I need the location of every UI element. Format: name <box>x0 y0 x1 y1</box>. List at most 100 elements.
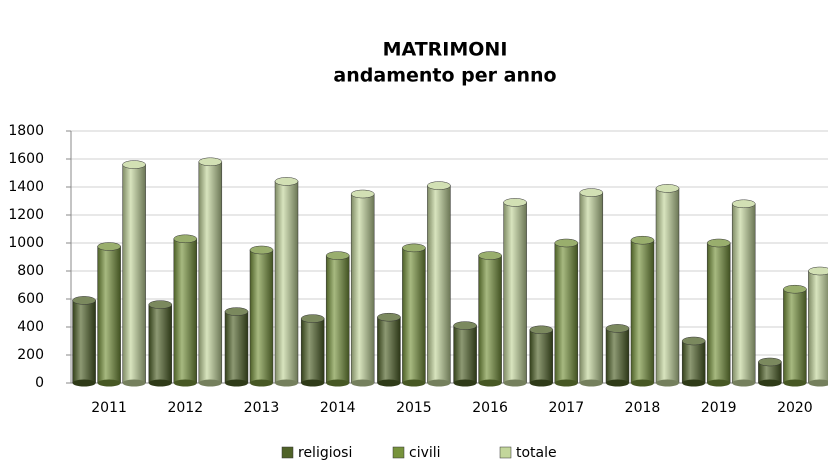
bar <box>249 249 274 384</box>
bar-base <box>529 379 553 387</box>
bar-base <box>198 379 222 387</box>
bar-base <box>707 379 731 387</box>
bar-cap <box>148 300 173 309</box>
bar <box>350 193 375 384</box>
x-tick-label: 2013 <box>244 400 280 416</box>
bar-cap <box>224 307 249 316</box>
bar <box>554 242 579 384</box>
bar <box>325 255 350 384</box>
bar-cap <box>198 157 223 167</box>
bar-cap <box>503 198 527 207</box>
bar-base <box>326 379 350 387</box>
bar-cap <box>706 238 731 248</box>
bar-base <box>554 379 578 387</box>
bar-cap <box>97 242 121 251</box>
x-tick-label: 2014 <box>320 400 356 416</box>
bar-base <box>250 379 273 387</box>
bar-cap <box>681 336 706 346</box>
bar-base <box>122 379 146 387</box>
bar-base <box>478 379 502 387</box>
bar <box>731 203 756 384</box>
y-tick-label: 1000 <box>8 235 44 251</box>
bar <box>377 316 401 384</box>
y-tick-label: 400 <box>17 319 44 335</box>
bar-cap <box>325 251 350 260</box>
bar <box>605 328 630 384</box>
y-tick-label: 800 <box>17 263 44 279</box>
bar <box>97 246 121 384</box>
bar-cap <box>579 188 604 197</box>
bar <box>655 188 680 384</box>
bar-cap <box>655 184 680 193</box>
y-tick-label: 0 <box>35 375 44 391</box>
bar <box>173 238 198 384</box>
bar <box>529 329 554 384</box>
bar-base <box>579 379 603 387</box>
bar-cap <box>554 238 579 248</box>
bar-base <box>351 379 375 387</box>
bar-cap <box>350 189 375 199</box>
legend-label: totale <box>516 445 557 461</box>
bar <box>808 270 828 384</box>
legend-swatch <box>281 446 294 459</box>
x-tick-label: 2016 <box>472 400 508 416</box>
bar-cap <box>377 312 401 322</box>
bar-cap <box>731 199 756 209</box>
bar-base <box>453 379 477 387</box>
chart-subtitle: andamento per anno <box>333 65 556 87</box>
bar <box>402 247 426 384</box>
bar <box>478 255 502 384</box>
y-tick-label: 200 <box>17 347 44 363</box>
bar <box>453 325 477 384</box>
bar-base <box>97 379 121 387</box>
bar-base <box>148 379 172 387</box>
bar-cap <box>453 321 477 330</box>
bar-cap <box>72 296 96 305</box>
chart-title: MATRIMONI <box>383 39 508 61</box>
bar <box>706 242 731 384</box>
bar-base <box>427 379 451 387</box>
bar-base <box>275 379 298 387</box>
bar-base <box>682 379 706 387</box>
legend-label: civili <box>409 445 441 461</box>
bar-base <box>758 379 782 387</box>
bar-cap <box>478 251 502 260</box>
bar-base <box>503 379 527 387</box>
bar <box>681 340 706 384</box>
bar-cap <box>808 266 828 276</box>
x-tick-label: 2017 <box>548 400 584 416</box>
y-tick-label: 1400 <box>8 179 44 195</box>
bar <box>72 300 96 384</box>
bar-cap <box>300 314 325 323</box>
x-tick-label: 2020 <box>777 400 813 416</box>
bar <box>783 288 807 384</box>
x-tick-label: 2012 <box>167 400 203 416</box>
bar-cap <box>529 325 554 335</box>
bar <box>630 239 655 384</box>
bar <box>503 202 527 384</box>
legend-label: religiosi <box>298 445 352 461</box>
bar-base <box>402 379 426 387</box>
y-tick-label: 1800 <box>8 123 44 139</box>
y-tick-label: 1200 <box>8 207 44 223</box>
bar-cap <box>758 357 782 367</box>
bar-base <box>72 379 96 387</box>
bar <box>148 304 173 384</box>
bar-base <box>732 379 756 387</box>
y-tick-label: 1600 <box>8 151 44 167</box>
bar <box>579 192 604 384</box>
bar-cap <box>605 324 630 333</box>
bar-cap <box>249 245 274 255</box>
bar <box>224 311 249 384</box>
bar-base <box>173 379 197 387</box>
bar <box>122 164 146 384</box>
bar-cap <box>427 181 451 190</box>
bar-cap <box>274 177 299 186</box>
x-tick-label: 2019 <box>701 400 737 416</box>
x-tick-label: 2011 <box>91 400 127 416</box>
bar-base <box>606 379 629 387</box>
bar <box>427 185 451 384</box>
legend-swatch <box>392 446 405 459</box>
legend-swatch <box>499 446 512 459</box>
bar-base <box>808 379 828 387</box>
